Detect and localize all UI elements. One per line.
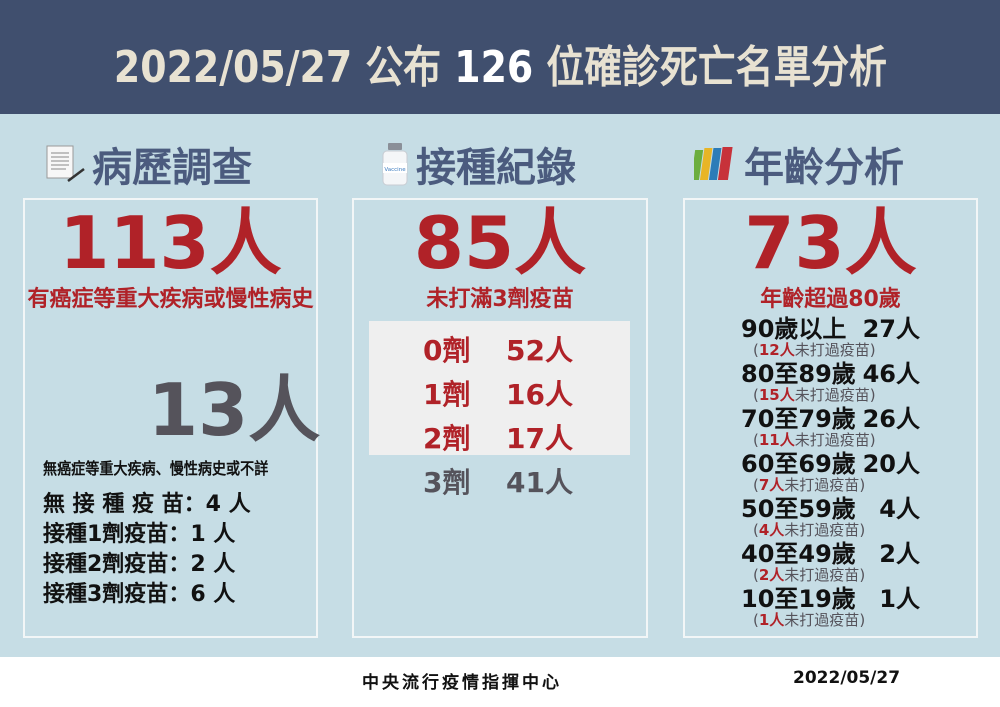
age-group-row: 80至89歲 46人 (15人未打過疫苗) [741,360,920,404]
age-main-desc: 年齡超過80歲 [760,287,901,312]
history-vaccine-list: 無 接 種 疫 苗：4 人 接種1劑疫苗：1 人 接種2劑疫苗：2 人 接種3劑… [43,490,251,610]
vaccine-list-item: 接種2劑疫苗：2 人 [43,552,236,577]
document-pen-icon [44,143,86,185]
age-main-count: 73人 [744,201,917,285]
history-main-count: 113人 [59,201,282,285]
history-secondary-count: 13人 [148,368,321,452]
header-banner: 2022/05/27 公布 126 位確診死亡名單分析 [0,0,1000,114]
history-secondary-desc: 無癌症等重大疾病、慢性病史或不詳 [43,459,269,478]
dose-highlight-box [369,321,630,455]
vaccination-section-title: 接種紀錄 [416,145,576,191]
vaccination-main-desc: 未打滿3劑疫苗 [426,287,574,312]
age-group-row: 50至59歲 4人 (4人未打過疫苗) [741,495,920,539]
svg-text:Vaccine: Vaccine [384,167,406,173]
title-announce: 公布 [364,42,441,93]
age-group-row: 60至69歲 20人 (7人未打過疫苗) [741,450,920,494]
history-section-title: 病歷調查 [92,145,252,191]
age-panel [683,198,978,638]
footer-organization: 中央流行疫情指揮中心 [362,673,562,693]
age-section-header: 年齡分析 [690,138,904,191]
age-group-row: 10至19歲 1人 (1人未打過疫苗) [741,585,920,629]
title-suffix: 位確診死亡名單分析 [545,42,887,93]
history-section-header: 病歷調查 [44,138,252,191]
vaccine-list-item: 接種3劑疫苗：6 人 [43,582,236,607]
age-group-row: 90歲以上 27人 (12人未打過疫苗) [741,315,920,359]
age-section-title: 年齡分析 [744,145,904,191]
vaccination-panel [352,198,648,638]
age-group-row: 70至79歲 26人 (11人未打過疫苗) [741,405,920,449]
vaccine-list-item: 無 接 種 疫 苗：4 人 [43,492,251,517]
title-date: 2022/05/27 [113,42,352,93]
vaccine-bottle-icon: Vaccine [380,141,410,187]
vaccine-list-item: 接種1劑疫苗：1 人 [43,522,236,547]
history-panel [23,198,318,638]
vaccination-main-count: 85人 [413,201,587,285]
title-count: 126 [453,42,533,93]
books-icon [690,144,738,184]
footer-date: 2022/05/27 [793,668,901,688]
age-group-row: 40至49歲 2人 (2人未打過疫苗) [741,540,920,584]
page-title: 2022/05/27 公布 126 位確診死亡名單分析 [113,19,886,95]
vaccination-section-header: Vaccine 接種紀錄 [380,138,576,191]
history-main-desc: 有癌症等重大疾病或慢性病史 [27,287,314,312]
dose-list: 0劑 52人 1劑 16人 2劑 17人 3劑 41人 [423,334,573,499]
